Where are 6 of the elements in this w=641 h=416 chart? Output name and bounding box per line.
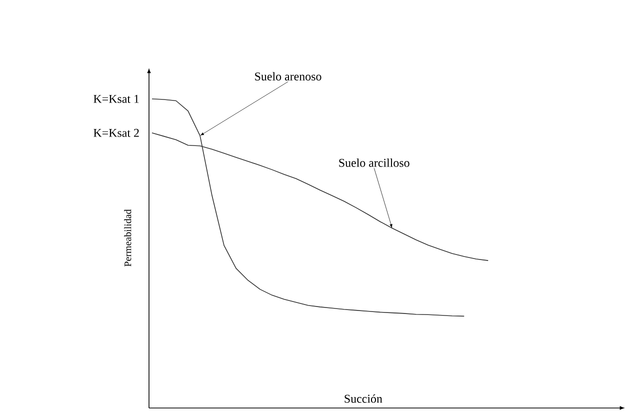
x-axis-title: Succión (344, 394, 382, 403)
text: Suelo arenoso (255, 72, 322, 80)
text: Suelo arcilloso (339, 158, 410, 167)
y-axis-title: Permeabilidad (124, 209, 132, 266)
text: K=Ksat 1 (94, 94, 139, 103)
text: K=Ksat 2 (94, 128, 139, 137)
